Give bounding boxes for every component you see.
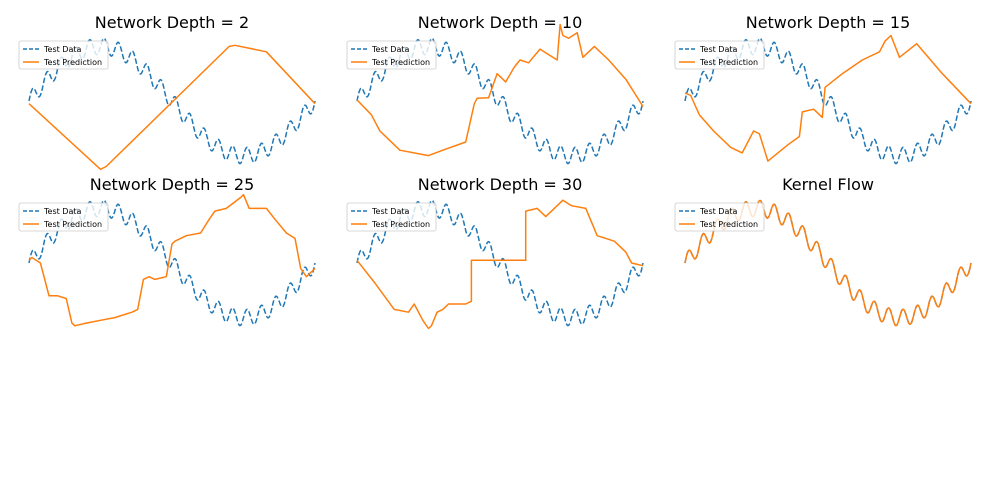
subplot-6: Kernel Flow Test Data Test Prediction	[674, 175, 972, 327]
legend: Test Data Test Prediction	[346, 40, 437, 70]
legend-label: Test Prediction	[371, 58, 430, 67]
subplot-title: Network Depth = 10	[418, 13, 583, 32]
subplot-title: Kernel Flow	[782, 175, 874, 194]
series-line-test-prediction	[356, 23, 644, 157]
subplot-5: Network Depth = 30 Test Data Test Predicti…	[346, 175, 644, 330]
subplot-1: Network Depth = 2 Test Data Test Predictio…	[18, 13, 316, 171]
legend: Test Data Test Prediction	[346, 202, 437, 232]
legend-label: Test Prediction	[699, 220, 758, 229]
subplot-title: Network Depth = 15	[746, 13, 911, 32]
legend-frame	[18, 202, 109, 232]
legend-frame	[346, 202, 437, 232]
legend: Test Data Test Prediction	[674, 202, 765, 232]
legend-label: Test Data	[371, 45, 409, 54]
legend-label: Test Data	[43, 207, 81, 216]
legend-label: Test Prediction	[371, 220, 430, 229]
subplot-title: Network Depth = 30	[418, 175, 583, 194]
legend-frame	[674, 40, 765, 70]
legend: Test Data Test Prediction	[18, 202, 109, 232]
subplot-3: Network Depth = 15 Test Data Test Predicti…	[674, 13, 972, 165]
series-line-test-prediction	[28, 44, 316, 171]
subplot-2: Network Depth = 10 Test Data Test Predicti…	[346, 13, 644, 165]
subplot-title: Network Depth = 25	[90, 175, 255, 194]
subplot-4: Network Depth = 25 Test Data Test Predicti…	[18, 175, 316, 327]
series-line-test-prediction	[28, 193, 316, 327]
legend-frame	[18, 40, 109, 70]
legend-label: Test Data	[371, 207, 409, 216]
subplot-title: Network Depth = 2	[95, 13, 249, 32]
legend-label: Test Prediction	[699, 58, 758, 67]
legend-label: Test Data	[699, 45, 737, 54]
legend: Test Data Test Prediction	[18, 40, 109, 70]
series-line-test-prediction	[356, 199, 644, 330]
legend-frame	[674, 202, 765, 232]
legend-label: Test Data	[43, 45, 81, 54]
legend: Test Data Test Prediction	[674, 40, 765, 70]
legend-label: Test Prediction	[43, 58, 102, 67]
legend-frame	[346, 40, 437, 70]
series-line-test-prediction	[684, 34, 972, 162]
legend-label: Test Prediction	[43, 220, 102, 229]
legend-label: Test Data	[699, 207, 737, 216]
